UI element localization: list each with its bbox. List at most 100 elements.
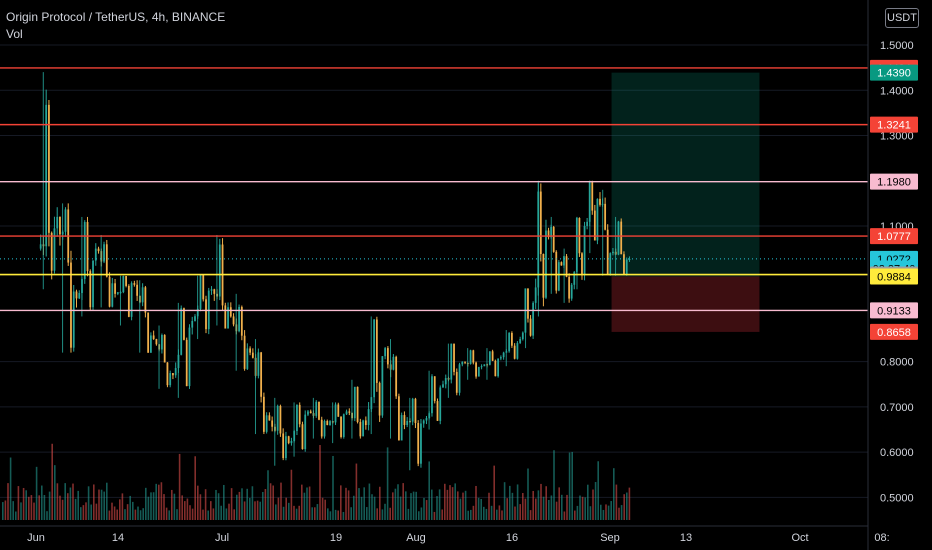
- candle-body: [218, 244, 221, 297]
- volume-bar: [28, 496, 30, 520]
- volume-bar: [623, 494, 625, 520]
- candle-body: [227, 307, 229, 329]
- volume-bar: [506, 498, 508, 520]
- volume-bar: [397, 484, 399, 520]
- volume-bar: [215, 489, 217, 520]
- currency-button[interactable]: USDT: [885, 8, 919, 28]
- volume-bar: [126, 504, 129, 520]
- candle-body: [348, 411, 351, 413]
- volume-bar: [360, 496, 363, 520]
- position-loss-zone[interactable]: [611, 276, 760, 332]
- volume-bar: [405, 491, 407, 520]
- volume-bar: [594, 482, 597, 520]
- volume-bar: [514, 506, 516, 520]
- volume-bar: [168, 510, 170, 520]
- candle-body: [378, 382, 381, 416]
- volume-bar: [43, 494, 46, 520]
- volume-bar: [441, 509, 443, 520]
- volume-bar: [103, 491, 105, 520]
- volume-bar: [467, 510, 469, 520]
- candle-body: [516, 343, 519, 359]
- volume-bar: [142, 508, 144, 520]
- candle-body: [557, 262, 560, 291]
- candle-body: [285, 436, 287, 459]
- volume-bar: [220, 505, 222, 520]
- candle-body: [329, 421, 331, 426]
- price-label-text: 1.0777: [877, 231, 911, 243]
- candle-body: [194, 316, 196, 321]
- volume-bar: [90, 504, 92, 520]
- volume-bar: [22, 487, 25, 520]
- time-axis[interactable]: Jun 14 Jul 19 Aug 16 Sep 13 Oct 08:: [27, 532, 890, 544]
- candle-body: [497, 358, 500, 377]
- volume-bar: [600, 504, 602, 520]
- candle-body: [488, 351, 491, 365]
- volume-bar: [93, 484, 95, 520]
- price-tick-label: 1.3000: [880, 131, 914, 143]
- candle-body: [593, 210, 596, 241]
- candle-body: [453, 343, 455, 372]
- volume-bar: [449, 485, 451, 520]
- volume-bar: [264, 489, 267, 520]
- volume-bar: [350, 507, 352, 520]
- candle-body: [141, 287, 144, 303]
- volume-bar: [77, 490, 79, 520]
- volume-bar: [607, 505, 610, 520]
- candle-body: [542, 253, 545, 298]
- candle-body: [161, 335, 163, 350]
- volume-bar: [602, 509, 605, 520]
- volume-bar: [306, 487, 308, 520]
- volume-bar: [189, 505, 191, 520]
- volume-bar: [410, 493, 412, 520]
- candle-body: [359, 422, 362, 437]
- position-profit-zone[interactable]: [611, 72, 760, 277]
- volume-bar: [555, 501, 558, 520]
- time-tick-label: Jul: [215, 532, 229, 544]
- price-label-text: 0.9884: [877, 271, 911, 283]
- volume-bar: [38, 495, 40, 520]
- volume-bar: [217, 493, 220, 520]
- volume-bar: [119, 499, 121, 520]
- candle-body: [545, 230, 547, 298]
- volume-bar: [368, 483, 371, 520]
- candle-body: [105, 244, 108, 277]
- volume-bar: [363, 487, 365, 520]
- volume-bar: [475, 485, 477, 520]
- candle-body: [122, 275, 125, 293]
- candle-body: [296, 404, 298, 432]
- volume-bar: [498, 505, 501, 520]
- candle-body: [433, 376, 436, 402]
- volume-bar: [197, 485, 199, 520]
- candle-body: [232, 316, 235, 325]
- candles: [39, 72, 631, 471]
- price-label-text: 0.9133: [877, 305, 911, 317]
- time-tick-label: 19: [330, 532, 342, 544]
- candle-body: [625, 259, 628, 275]
- candle-body: [442, 384, 444, 388]
- volume-bar: [373, 496, 376, 520]
- price-label-text: 1.4390: [877, 68, 911, 80]
- volume-bar: [129, 495, 131, 520]
- candle-body: [114, 283, 116, 294]
- volume-bar: [301, 484, 303, 520]
- candle-body: [70, 262, 72, 348]
- volume-bar: [54, 465, 56, 520]
- candle-body: [414, 398, 417, 424]
- volume-bar: [407, 508, 410, 520]
- candle-body: [243, 335, 246, 369]
- candle-body: [111, 283, 114, 307]
- volume-bar: [488, 492, 490, 520]
- volume-bar: [288, 502, 290, 520]
- volume-bar: [485, 508, 488, 520]
- volume-indicator-label[interactable]: Vol: [6, 27, 23, 41]
- volume-bar: [74, 498, 77, 520]
- candle-body: [48, 104, 50, 233]
- candle-body: [439, 387, 442, 421]
- volume-bar: [249, 497, 251, 520]
- volume-bar: [46, 511, 48, 520]
- time-tick-label: 14: [112, 532, 124, 544]
- volume-bar: [561, 494, 563, 520]
- volume-bar: [477, 497, 480, 520]
- candle-body: [56, 216, 59, 229]
